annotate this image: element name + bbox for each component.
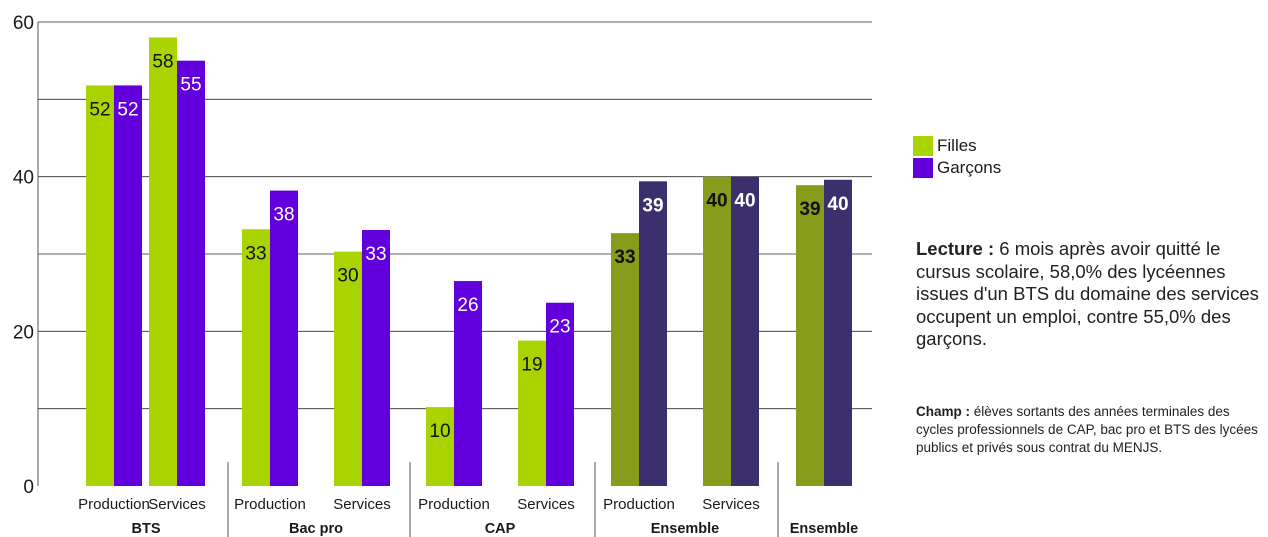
x-group-label: Ensemble: [790, 521, 859, 537]
scope-note-title: Champ :: [916, 404, 970, 419]
bar-filles: [149, 37, 177, 486]
x-group-label: BTS: [132, 521, 161, 537]
y-tick-label: 60: [13, 13, 34, 34]
legend-label-filles: Filles: [937, 136, 977, 155]
legend-swatch-garcons: [913, 158, 933, 178]
reading-note: Lecture : 6 mois après avoir quitté le c…: [916, 238, 1266, 351]
scope-note-text: élèves sortants des années terminales de…: [916, 404, 1258, 455]
bar-garcons: [270, 190, 298, 486]
data-label-garcons: 39: [642, 195, 663, 216]
data-label-garcons: 40: [734, 191, 755, 212]
bar-filles: [334, 251, 362, 486]
x-category-label: Services: [333, 496, 391, 513]
bar-garcons: [362, 230, 390, 486]
data-label-filles: 10: [429, 421, 450, 442]
data-label-garcons: 40: [827, 194, 848, 215]
bar-garcons: [639, 181, 667, 486]
legend-label-garcons: Garçons: [937, 158, 1002, 177]
x-category-label: Services: [148, 496, 206, 513]
x-category-label: Production: [234, 496, 306, 513]
bar-garcons: [177, 60, 205, 487]
y-tick-label: 0: [23, 477, 34, 498]
bar-chart: 0 20 40 60 52 52 58 55 33 38 30 33 10 26 19 23 33 39 40 40…: [13, 13, 872, 537]
x-category-label: Production: [418, 496, 490, 513]
bar-filles: [611, 233, 639, 486]
data-label-filles: 40: [706, 191, 727, 212]
y-tick-label: 20: [13, 322, 34, 343]
data-label-filles: 33: [245, 243, 266, 264]
x-category-label: Production: [603, 496, 675, 513]
bar-filles: [426, 407, 454, 486]
legend-swatch-filles: [913, 136, 933, 156]
y-axis: 0 20 40 60: [13, 13, 39, 498]
data-label-filles: 39: [799, 199, 820, 220]
reading-note-title: Lecture :: [916, 238, 995, 259]
scope-note: Champ : élèves sortants des années termi…: [916, 403, 1266, 457]
x-group-label: CAP: [485, 521, 516, 537]
x-group-label: Bac pro: [289, 521, 343, 537]
data-label-filles: 52: [89, 99, 110, 120]
data-label-filles: 33: [614, 247, 635, 268]
reading-note-text: 6 mois après avoir quitté le cursus scol…: [916, 238, 1259, 349]
legend: Filles Garçons: [913, 135, 1001, 179]
bar-filles: [518, 340, 546, 486]
data-label-garcons: 38: [273, 205, 294, 226]
y-tick-label: 40: [13, 168, 34, 189]
legend-item-filles: Filles: [913, 135, 1001, 157]
data-label-garcons: 52: [117, 99, 138, 120]
bar-garcons: [114, 85, 142, 486]
bar-filles: [86, 85, 114, 486]
bars: 52 52 58 55 33 38 30 33 10 26 19 23 33 39 40 40 39 40: [86, 37, 852, 487]
data-label-filles: 19: [521, 355, 542, 376]
legend-item-garcons: Garçons: [913, 157, 1001, 179]
x-category-label: Services: [517, 496, 575, 513]
bar-filles: [242, 229, 270, 486]
data-label-filles: 58: [152, 51, 173, 72]
bar-garcons: [731, 176, 759, 486]
data-label-filles: 30: [337, 266, 358, 287]
bar-filles: [796, 185, 824, 486]
bar-garcons: [824, 179, 852, 486]
data-label-garcons: 33: [365, 244, 386, 265]
data-label-garcons: 26: [457, 295, 478, 316]
bar-filles: [703, 176, 731, 486]
data-label-garcons: 23: [549, 317, 570, 338]
bar-garcons: [546, 302, 574, 486]
bar-garcons: [454, 281, 482, 486]
data-label-garcons: 55: [180, 75, 201, 96]
x-category-label: Services: [702, 496, 760, 513]
x-group-label: Ensemble: [651, 521, 720, 537]
x-category-label: Production: [78, 496, 150, 513]
